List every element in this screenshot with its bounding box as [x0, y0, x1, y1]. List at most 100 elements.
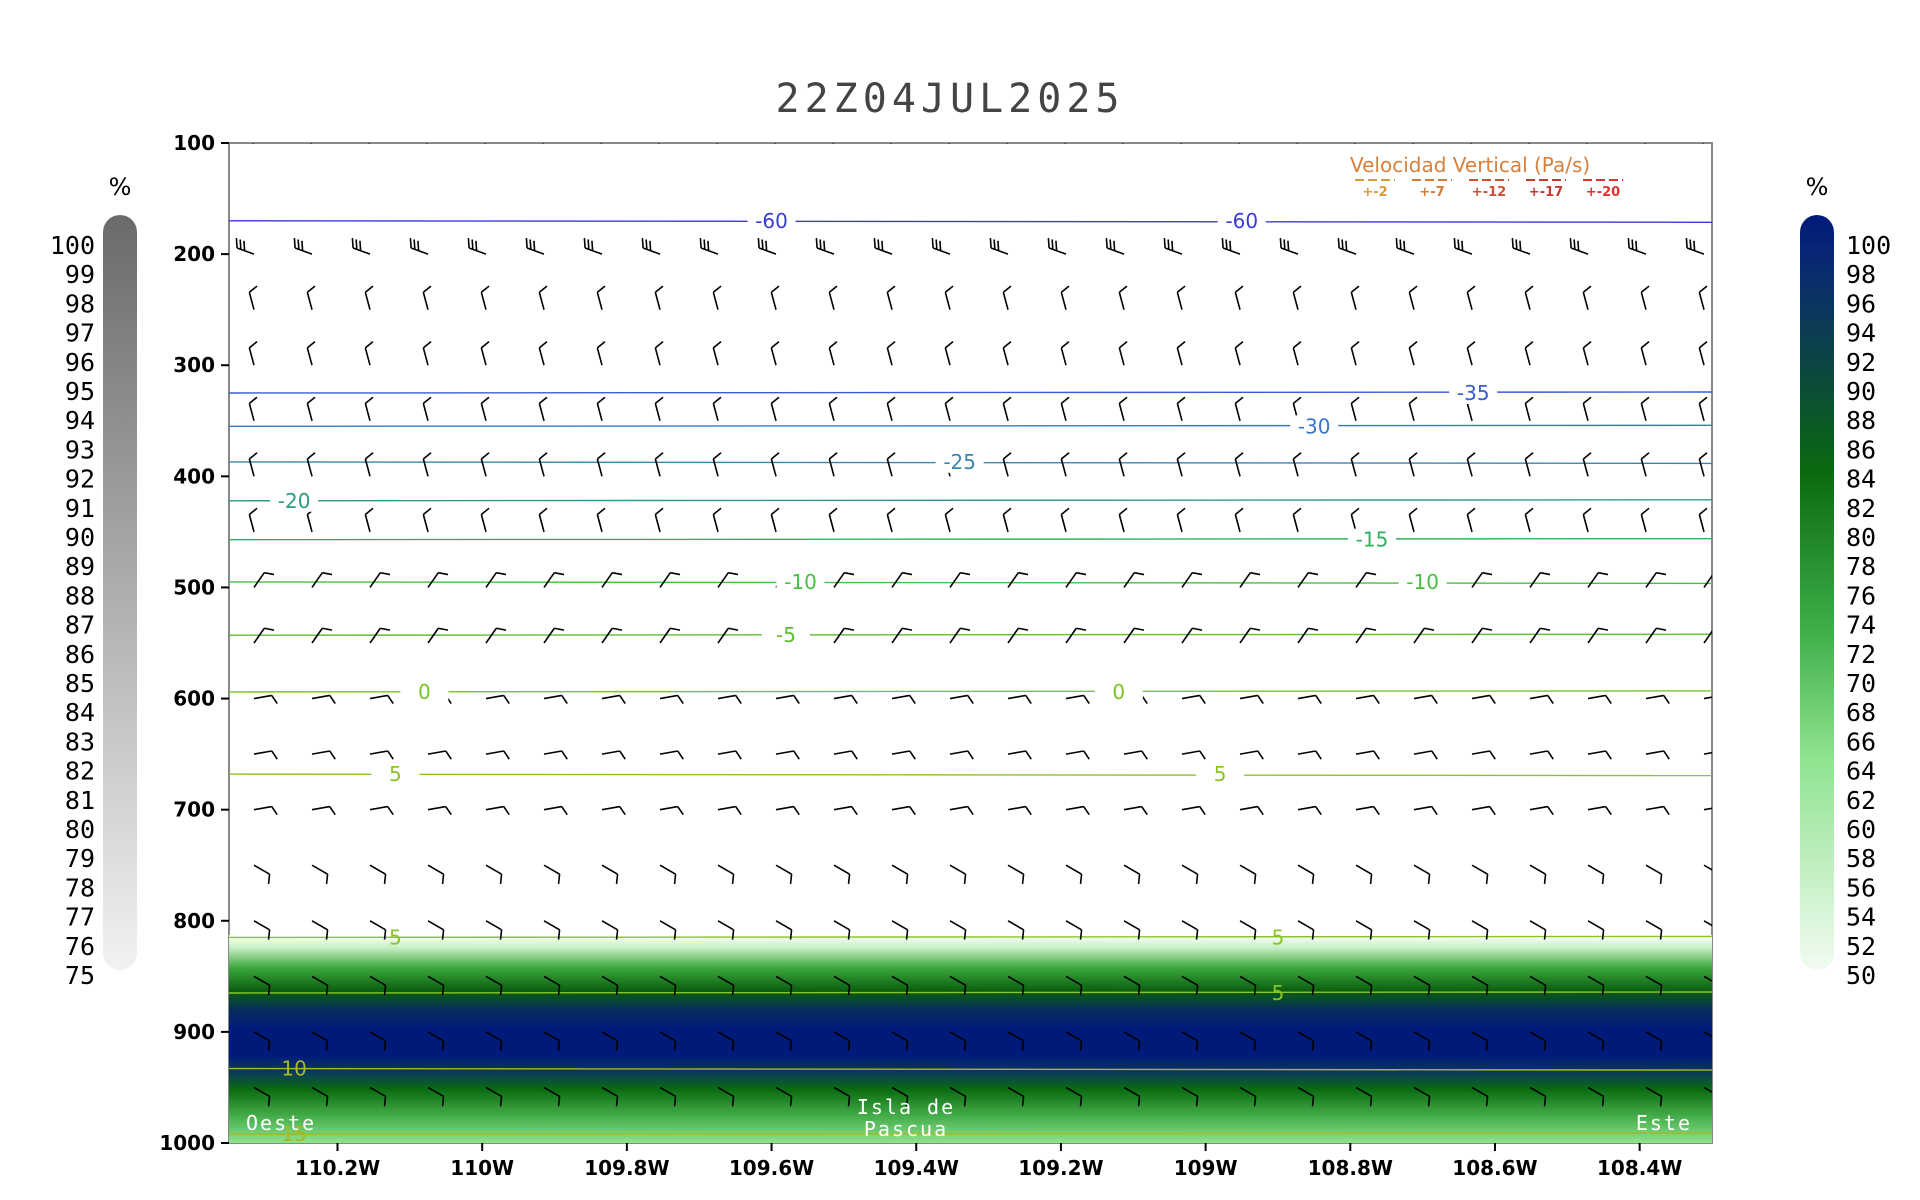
contour-label: 5: [1272, 981, 1285, 1005]
wind-barb: [369, 750, 394, 760]
colorbar-label: 100: [50, 231, 95, 260]
wind-barb: [485, 750, 510, 760]
wind-barb: [427, 1031, 445, 1051]
contour-label: -10: [784, 570, 817, 594]
wind-barb: [1234, 452, 1244, 477]
wind-barb: [1587, 864, 1605, 885]
wind-barb: [1181, 694, 1206, 705]
y-axis: 100 200 300 400 500 600 700 800 900 1000: [159, 131, 229, 1155]
wind-barb: [949, 975, 967, 996]
wind-barb: [1395, 238, 1415, 255]
wind-barb: [1060, 341, 1070, 366]
wind-barb: [1529, 571, 1551, 588]
wind-barb: [1698, 285, 1708, 310]
wind-barb: [427, 571, 449, 588]
wind-barb: [659, 805, 684, 816]
wind-barb: [1007, 750, 1032, 760]
wind-barb: [654, 396, 664, 421]
contour-label-bg: [1196, 763, 1245, 786]
wind-barb: [1297, 1086, 1315, 1107]
wind-barb: [654, 507, 664, 533]
wind-barb: [1065, 864, 1083, 885]
wind-barb: [1007, 694, 1032, 705]
wind-barb: [816, 143, 835, 144]
wind-barb: [1123, 805, 1148, 816]
wind-barb: [891, 920, 909, 940]
wind-barb: [369, 1086, 387, 1107]
wind-barb: [659, 571, 681, 588]
wind-barb: [1645, 627, 1667, 644]
wind-barb: [1297, 920, 1315, 940]
wind-barb: [1123, 1086, 1141, 1107]
wind-barb: [886, 507, 896, 533]
colorbar-label: 88: [1846, 406, 1876, 435]
wind-barb: [1355, 864, 1373, 885]
wind-barb: [1002, 452, 1012, 477]
wind-barb: [891, 694, 916, 705]
wind-barb: [775, 805, 800, 816]
legend-item: +-12: [1472, 185, 1506, 200]
wind-barb: [1471, 864, 1489, 885]
wind-barb: [1686, 143, 1705, 144]
wind-barb: [717, 627, 739, 644]
contour-label-bg: [1094, 680, 1143, 703]
wind-barb: [584, 143, 603, 144]
contour-label: 15: [281, 1122, 306, 1146]
wind-barb: [1239, 975, 1257, 996]
wind-barb: [1640, 285, 1650, 310]
colorbar-label: 89: [65, 552, 95, 581]
wind-barb: [1645, 750, 1670, 760]
wind-barb: [543, 920, 561, 940]
contour-label: -30: [1298, 414, 1331, 438]
wind-barb: [828, 396, 838, 421]
wind-barb: [1645, 805, 1670, 816]
wind-barb: [891, 975, 909, 996]
wind-barb: [1181, 627, 1203, 644]
colorbar-label: 84: [65, 698, 95, 727]
wind-barb: [485, 694, 510, 705]
wind-barb: [427, 805, 452, 816]
wind-barb: [1007, 920, 1025, 940]
wind-barb: [833, 694, 858, 705]
wind-barb: [1529, 694, 1554, 705]
wind-barb: [601, 1086, 619, 1107]
wind-barb: [485, 975, 503, 996]
wind-barb: [775, 864, 793, 885]
wind-barb: [1123, 571, 1145, 588]
wind-barb: [1703, 864, 1712, 875]
contour-label: -15: [1356, 528, 1389, 552]
wind-barb: [311, 627, 333, 644]
wind-barb: [1703, 694, 1712, 700]
wind-barb: [717, 750, 742, 760]
wind-barb: [1582, 341, 1592, 366]
wind-barb: [427, 1086, 445, 1107]
wind-barb: [891, 627, 913, 644]
wind-barb: [525, 238, 545, 255]
wind-barb: [1587, 1086, 1605, 1107]
wind-barb: [1524, 285, 1534, 310]
wind-barb: [1471, 1031, 1489, 1051]
colorbar-label: 82: [65, 757, 95, 786]
y-tick-label: 700: [173, 798, 215, 822]
wind-barb: [1511, 238, 1531, 255]
wind-barb: [886, 285, 896, 310]
wind-barb: [1123, 1031, 1141, 1051]
wind-barb: [770, 452, 780, 477]
wind-barb: [1703, 975, 1712, 987]
wind-barb: [253, 750, 278, 760]
wind-barb: [1408, 396, 1418, 421]
wind-barb: [1065, 694, 1090, 705]
wind-barb: [1350, 341, 1360, 366]
wind-barb: [1703, 750, 1712, 755]
wind-barb: [886, 341, 896, 366]
wind-barb: [369, 694, 394, 705]
wind-barb: [717, 805, 742, 816]
wind-barb: [770, 396, 780, 421]
wind-barb: [538, 507, 548, 533]
wind-barb: [306, 452, 316, 477]
wind-barb: [485, 805, 510, 816]
wind-barb: [949, 627, 971, 644]
wind-barb: [1413, 627, 1435, 644]
wind-barb: [944, 507, 954, 533]
legend-title: Velocidad Vertical (Pa/s): [1350, 153, 1590, 177]
